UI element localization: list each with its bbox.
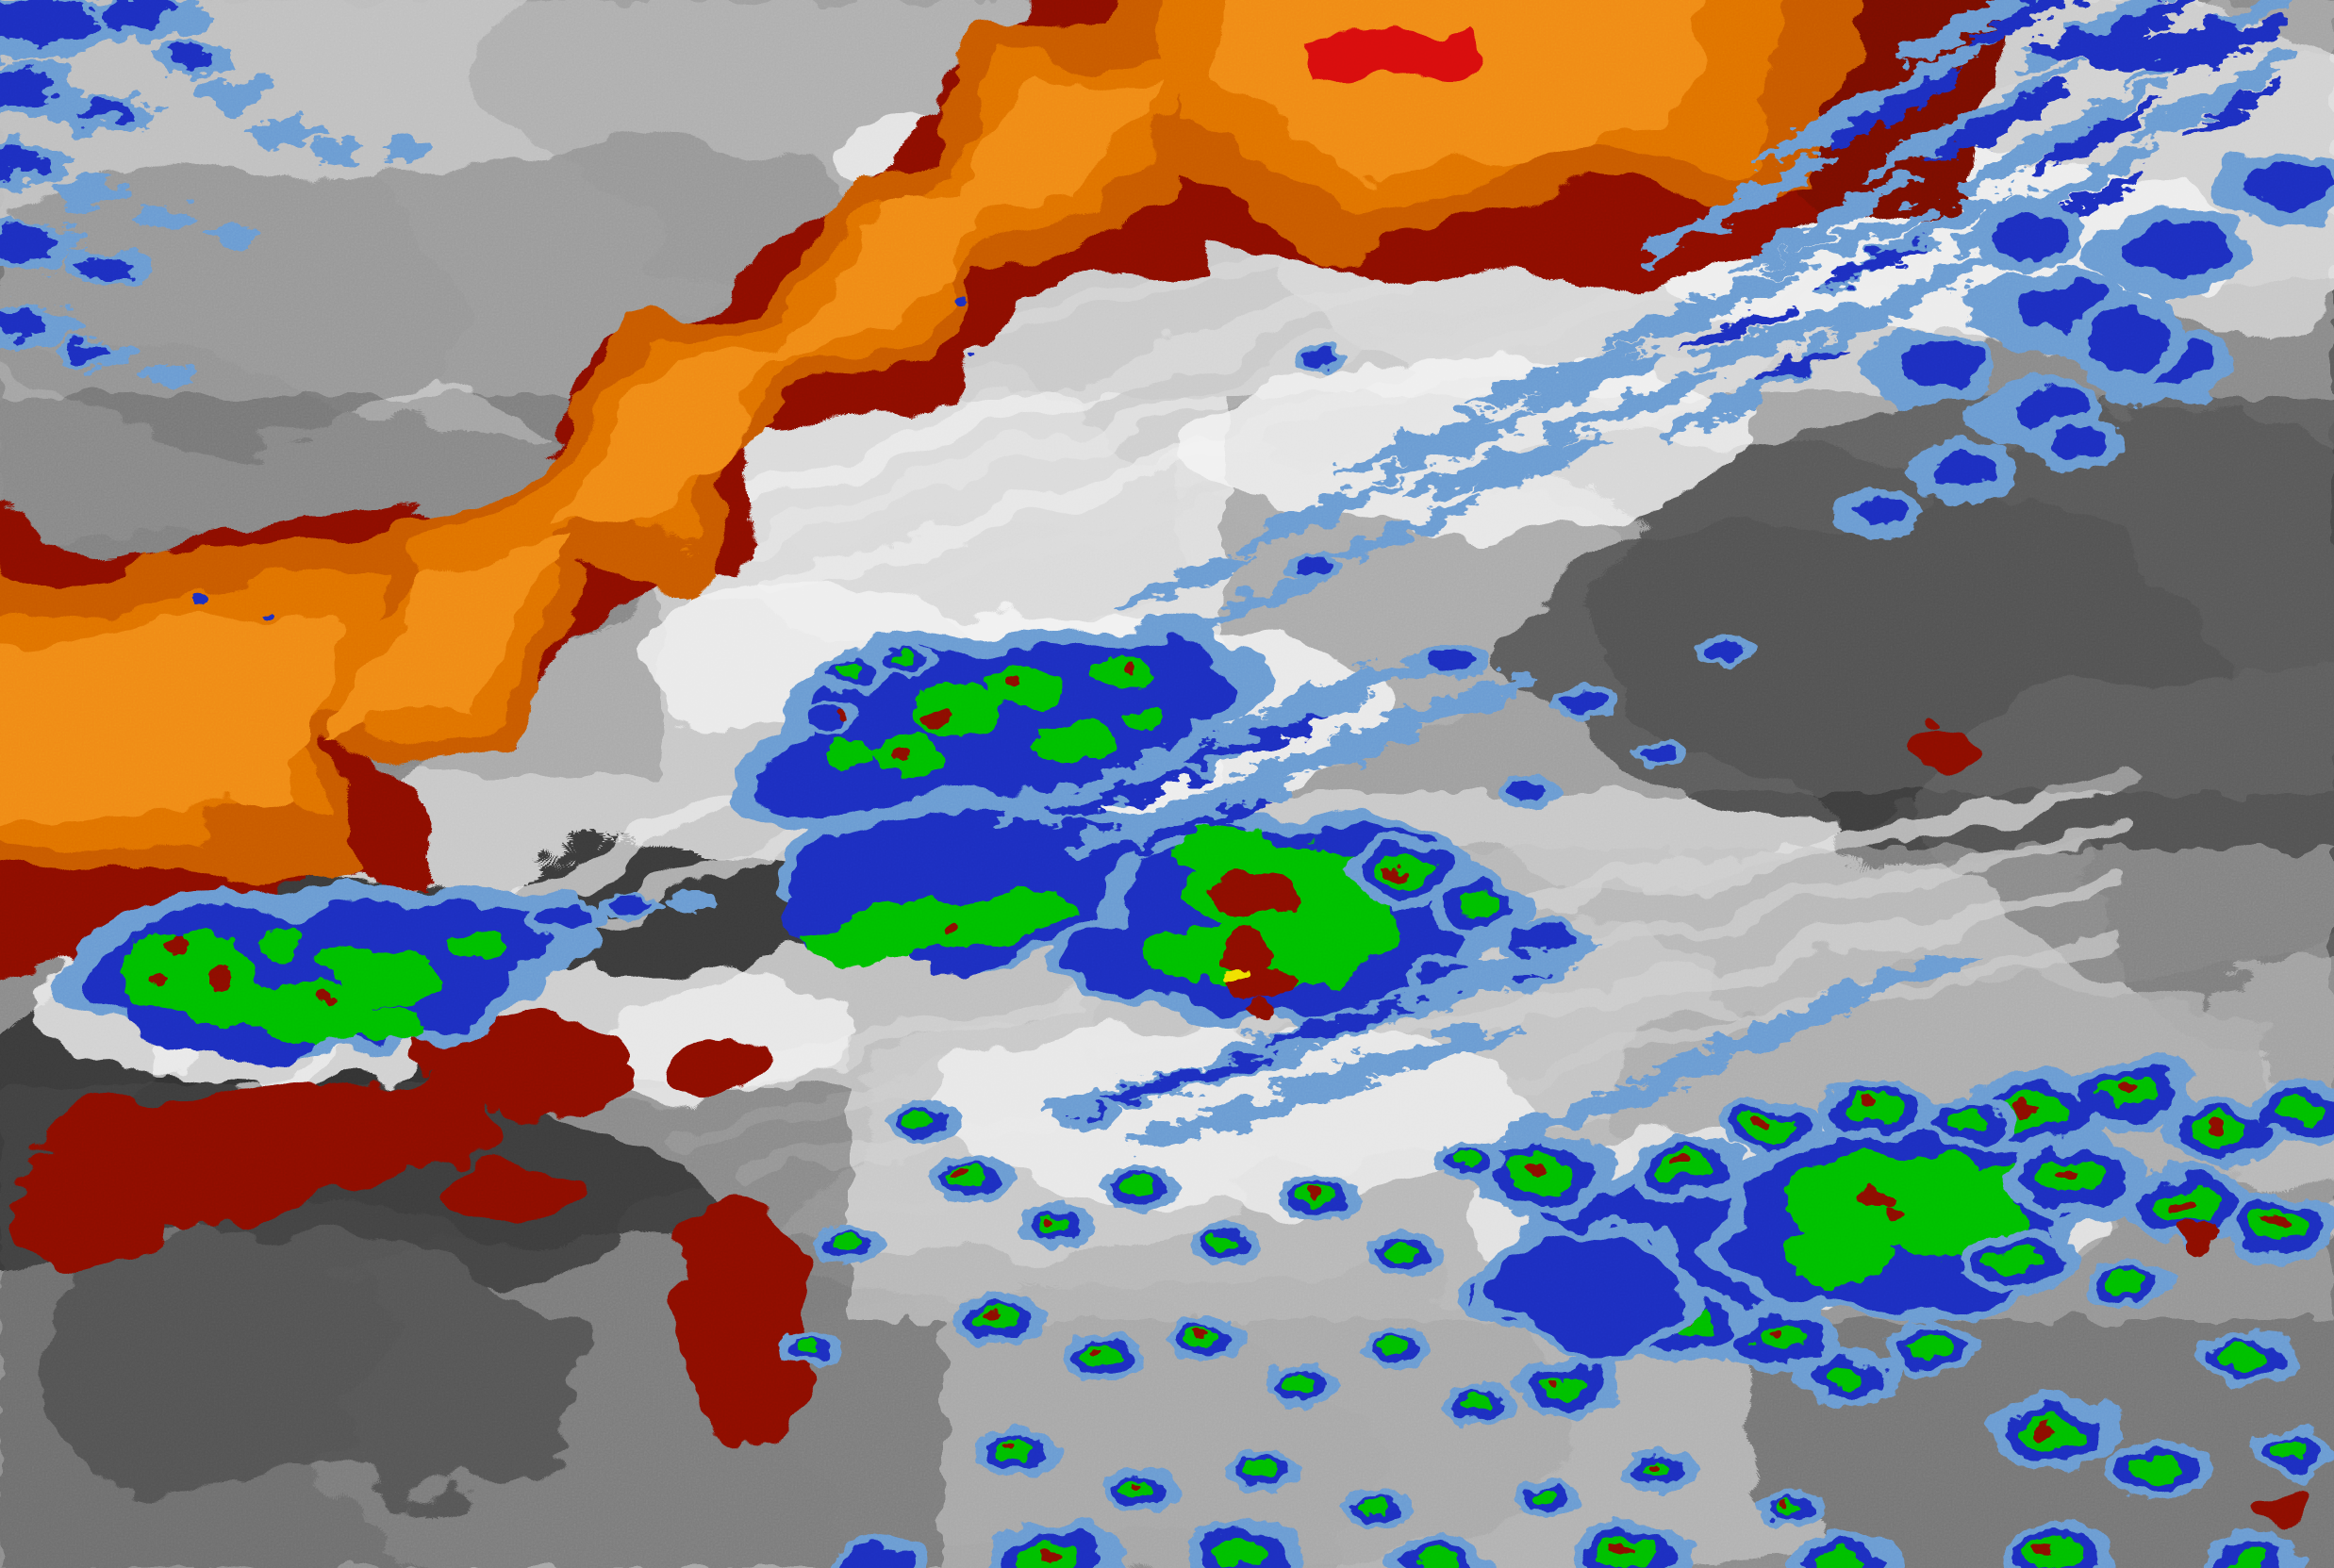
posterize-grain-overlay: [0, 0, 2334, 1568]
satellite-image-canvas: [0, 0, 2334, 1568]
